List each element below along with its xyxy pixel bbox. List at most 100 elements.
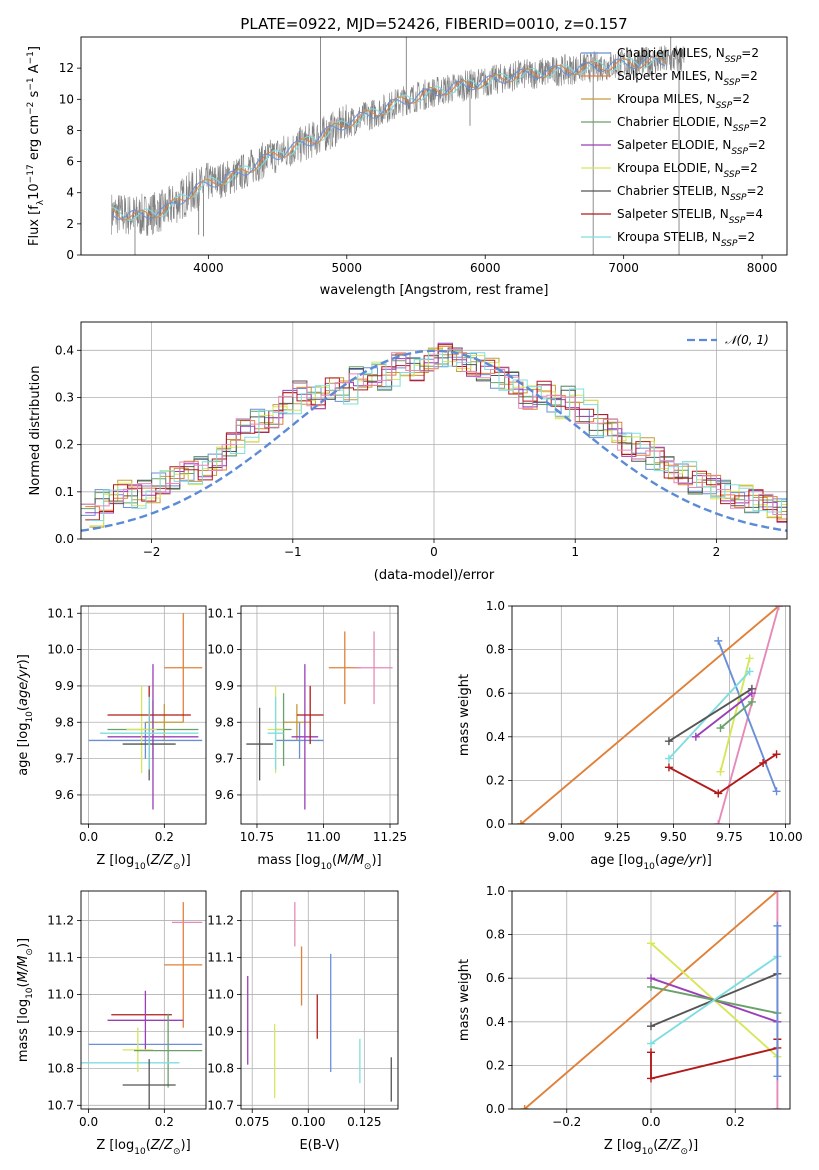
y-axis-label: mass weight: [457, 959, 472, 1041]
label-part: (: [16, 982, 31, 987]
weight-marker: [520, 1105, 529, 1109]
y-tick-label: 0.6: [486, 686, 505, 700]
label-part: 10: [25, 987, 35, 999]
y-tick-label: 10: [59, 92, 74, 106]
x-tick-label: 0.075: [235, 1115, 269, 1129]
errorbar-point-salpeter-miles: [164, 613, 203, 723]
label-part: age/yr: [16, 663, 31, 706]
weight-marker: [714, 820, 723, 824]
hist-step-kroupa-miles: [89, 347, 787, 528]
x-tick-label: 6000: [470, 261, 501, 275]
y-tick-label: 10.1: [47, 606, 74, 620]
y-tick-label: 11.1: [47, 951, 74, 965]
errorbar-point-chabrier-miles: [88, 722, 203, 759]
plot-area-spectrum: [111, 37, 685, 255]
label-part: Z [log: [96, 1138, 134, 1153]
hist-step-salpeter-stelib: [85, 344, 787, 522]
weight-marker: [745, 654, 754, 663]
weight-series-salpeter-miles: [516, 606, 783, 824]
axes-frame: [511, 890, 791, 1110]
legend-entry: Salpeter STELIB, NSSP=4: [617, 207, 763, 226]
label-part: mass [log: [16, 999, 31, 1062]
label-part: )]: [371, 853, 381, 868]
axes-frame: [80, 890, 207, 1110]
y-tick-label: 9.6: [55, 788, 74, 802]
y-tick-label: 0.2: [486, 773, 505, 787]
weight-marker: [772, 750, 781, 759]
legend-suffix: =2: [741, 46, 759, 60]
weight-series-kroupa-stelib: [647, 952, 782, 1048]
y-tick-label: 6: [66, 155, 74, 169]
axes-frame: [240, 605, 399, 825]
y-tick-label: 9.7: [55, 752, 74, 766]
weight-line: [650, 1039, 779, 1080]
errorbar-point-kroupa-elodie: [126, 685, 157, 774]
legend-entry: Kroupa ELODIE, NSSP=2: [617, 161, 758, 180]
y-tick-label: 11.0: [207, 987, 234, 1001]
y-tick-label: 0: [66, 248, 74, 262]
label-part: s: [27, 90, 42, 101]
x-tick-label: 9.25: [604, 830, 631, 844]
x-tick-label: −0.2: [552, 1115, 581, 1129]
label-part: (: [655, 853, 660, 868]
y-tick-label: 12: [59, 61, 74, 75]
label-part: (: [16, 706, 31, 711]
y-tick-label: 9.8: [215, 715, 234, 729]
weight-line: [719, 701, 753, 729]
legend-subscript: SSP: [725, 55, 742, 65]
x-tick-label: 9.50: [660, 830, 687, 844]
legend-subscript: SSP: [724, 78, 741, 88]
y-tick-label: 0.3: [55, 390, 74, 404]
y-tick-label: 10.0: [207, 643, 234, 657]
x-tick-label: 0.125: [347, 1115, 381, 1129]
errorbar-point-kroupa-elodie: [122, 1027, 153, 1073]
x-tick-label: 8000: [747, 261, 778, 275]
legend-entry: Chabrier MILES, NSSP=2: [617, 46, 759, 65]
weight-marker: [714, 636, 723, 645]
legend-entry: Salpeter ELODIE, NSSP=2: [617, 138, 766, 157]
label-part: 10: [25, 711, 35, 723]
label-part: ⊙: [364, 862, 372, 872]
x-axis-label: (data-model)/error: [374, 568, 495, 583]
legend-entry: Kroupa STELIB, NSSP=2: [617, 230, 755, 249]
label-part: Z/Z: [150, 1138, 174, 1153]
legend-suffix: =2: [732, 92, 750, 106]
y-tick-label: 1.0: [486, 884, 505, 898]
legend-subscript: SSP: [730, 193, 747, 203]
panel-age-vs-mass: 10.75 11.00 11.25 9.6 9.7 9.8 9.9 10.0 10.1 mass …: [207, 605, 407, 872]
y-tick-label: 10.8: [47, 1061, 74, 1075]
legend-subscript: SSP: [731, 147, 748, 157]
x-axis-label: Z [log10(Z/Z⊙)]: [96, 853, 190, 872]
label-part: (: [146, 1138, 151, 1153]
label-part: Flux [f: [27, 205, 42, 246]
axes-frame: [80, 36, 788, 256]
weight-marker: [664, 754, 673, 763]
errorbar-point-kroupa-stelib: [99, 696, 199, 770]
panel-residuals: −2 −1 0 1 2 0.0 0.1 0.2 0.3 0.4 𝒩(0, 1) (data-model…: [28, 321, 788, 583]
x-tick-label: 2: [713, 545, 721, 559]
y-tick-label: 0.2: [486, 1058, 505, 1072]
x-axis-label: mass [log10(M/M⊙)]: [257, 853, 381, 872]
x-tick-label: 0.0: [79, 830, 98, 844]
axes-frame: [511, 605, 791, 825]
normal-curve: [81, 349, 787, 532]
label-part: 10: [134, 1147, 146, 1157]
legend-label: Chabrier STELIB, N: [617, 184, 730, 198]
label-part: )]: [181, 1138, 191, 1153]
weight-marker: [714, 789, 723, 798]
weight-marker: [647, 1039, 655, 1048]
weight-marker: [772, 787, 781, 796]
label-part: age [log: [590, 853, 643, 868]
y-tick-label: 2: [66, 217, 74, 231]
y-tick-label: 10.7: [207, 1098, 234, 1112]
weight-marker: [647, 982, 655, 991]
x-axis-label: Z [log10(Z/Z⊙)]: [604, 1138, 698, 1157]
hist-step-kroupa-elodie: [89, 348, 787, 527]
x-tick-label: 5000: [332, 261, 363, 275]
label-part: Z/Z: [657, 1138, 681, 1153]
y-tick-label: 0.0: [486, 1102, 505, 1116]
weight-marker: [664, 737, 673, 746]
weight-marker: [747, 697, 756, 706]
panel-age-vs-Z: 0.0 0.29.69.79.89.910.010.1Z [log10(Z/Z⊙)…: [16, 605, 207, 872]
